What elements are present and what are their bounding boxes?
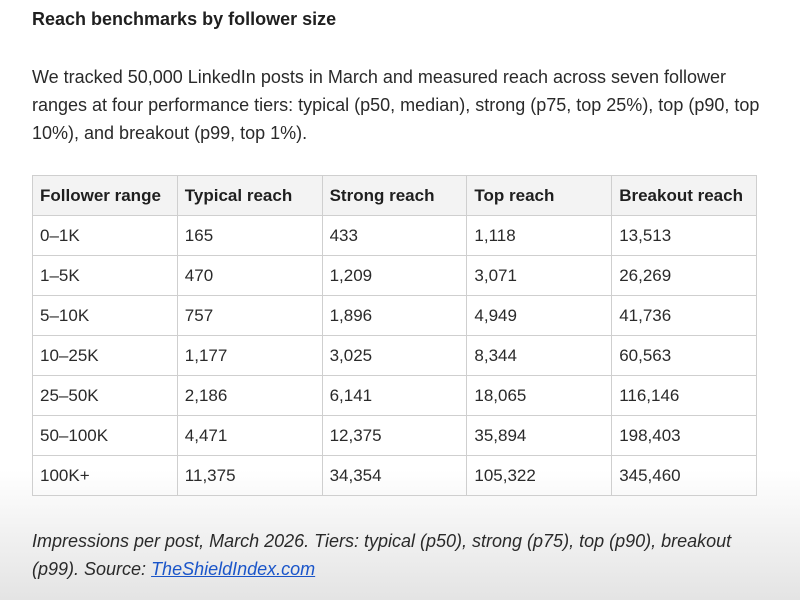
- cell-follower-range: 0–1K: [32, 215, 178, 256]
- header-typical-reach: Typical reach: [176, 175, 323, 216]
- cell-top-reach: 4,949: [466, 295, 613, 336]
- cell-typical-reach: 1,177: [176, 335, 323, 376]
- source-link[interactable]: TheShieldIndex.com: [151, 559, 316, 579]
- cell-follower-range: 5–10K: [32, 295, 178, 336]
- cell-breakout-reach: 26,269: [611, 255, 757, 296]
- cell-breakout-reach: 60,563: [611, 335, 757, 376]
- table-row: 100K+ 11,375 34,354 105,322 345,460: [32, 455, 757, 496]
- cell-strong-reach: 6,141: [321, 375, 468, 416]
- cell-breakout-reach: 345,460: [611, 455, 757, 496]
- cell-breakout-reach: 198,403: [611, 415, 757, 456]
- cell-top-reach: 8,344: [466, 335, 613, 376]
- caption-text: Impressions per post, March 2026. Tiers:…: [32, 531, 732, 579]
- cell-top-reach: 1,118: [466, 215, 613, 256]
- header-follower-range: Follower range: [32, 175, 178, 216]
- header-top-reach: Top reach: [466, 175, 613, 216]
- cell-typical-reach: 165: [176, 215, 323, 256]
- table-row: 25–50K 2,186 6,141 18,065 116,146: [32, 375, 757, 416]
- table-row: 10–25K 1,177 3,025 8,344 60,563: [32, 335, 757, 376]
- table-row: 0–1K 165 433 1,118 13,513: [32, 215, 757, 256]
- cell-typical-reach: 470: [176, 255, 323, 296]
- table-row: 1–5K 470 1,209 3,071 26,269: [32, 255, 757, 296]
- cell-typical-reach: 11,375: [176, 455, 323, 496]
- cell-top-reach: 35,894: [466, 415, 613, 456]
- section-heading: Reach benchmarks by follower size: [32, 9, 337, 29]
- cell-follower-range: 25–50K: [32, 375, 178, 416]
- cell-breakout-reach: 41,736: [611, 295, 757, 336]
- cell-breakout-reach: 116,146: [611, 375, 757, 416]
- cell-strong-reach: 433: [321, 215, 468, 256]
- table-row: 5–10K 757 1,896 4,949 41,736: [32, 295, 757, 336]
- cell-follower-range: 10–25K: [32, 335, 178, 376]
- cell-strong-reach: 1,209: [321, 255, 468, 296]
- table-header-row: Follower range Typical reach Strong reac…: [32, 175, 757, 216]
- intro-paragraph: We tracked 50,000 LinkedIn posts in Marc…: [32, 67, 760, 143]
- cell-strong-reach: 12,375: [321, 415, 468, 456]
- cell-top-reach: 3,071: [466, 255, 613, 296]
- table-row: 50–100K 4,471 12,375 35,894 198,403: [32, 415, 757, 456]
- reach-benchmarks-table: Follower range Typical reach Strong reac…: [32, 175, 757, 496]
- header-breakout-reach: Breakout reach: [611, 175, 757, 216]
- cell-breakout-reach: 13,513: [611, 215, 757, 256]
- cell-typical-reach: 2,186: [176, 375, 323, 416]
- cell-follower-range: 1–5K: [32, 255, 178, 296]
- cell-typical-reach: 757: [176, 295, 323, 336]
- header-strong-reach: Strong reach: [321, 175, 468, 216]
- cell-top-reach: 105,322: [466, 455, 613, 496]
- cell-strong-reach: 1,896: [321, 295, 468, 336]
- cell-typical-reach: 4,471: [176, 415, 323, 456]
- cell-follower-range: 100K+: [32, 455, 178, 496]
- cell-strong-reach: 34,354: [321, 455, 468, 496]
- table-caption: Impressions per post, March 2026. Tiers:…: [32, 527, 762, 583]
- cell-top-reach: 18,065: [466, 375, 613, 416]
- cell-strong-reach: 3,025: [321, 335, 468, 376]
- cell-follower-range: 50–100K: [32, 415, 178, 456]
